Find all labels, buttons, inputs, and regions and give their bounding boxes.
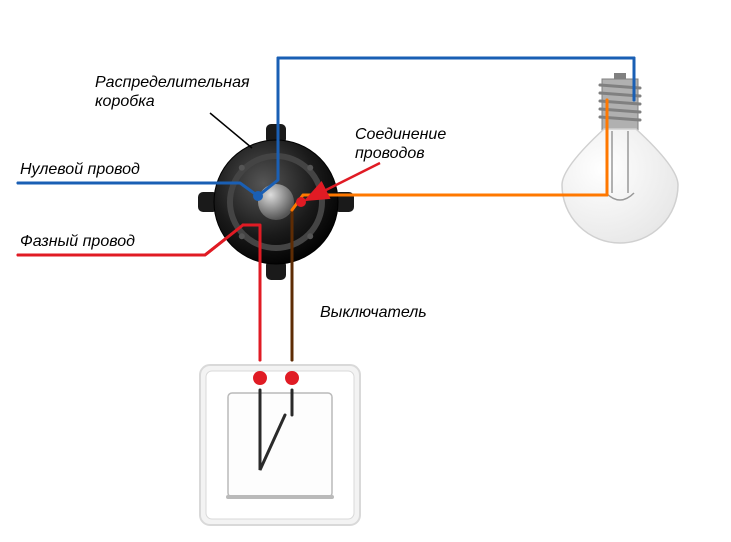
wire-junction-dot xyxy=(296,197,306,207)
junction-box xyxy=(198,124,354,280)
label-neutral-wire: Нулевой провод xyxy=(20,160,140,179)
switch-terminal xyxy=(285,371,299,385)
label-switch: Выключатель xyxy=(320,303,427,322)
wire-junction-dot xyxy=(253,191,263,201)
label-leader-line xyxy=(210,113,252,148)
label-junction-box: Распределительнаякоробка xyxy=(95,73,250,111)
switch-terminal xyxy=(253,371,267,385)
label-phase-wire: Фазный провод xyxy=(20,232,135,251)
label-wire-connection: Соединениепроводов xyxy=(355,125,446,163)
wall-switch xyxy=(200,365,360,525)
light-bulb xyxy=(562,73,678,243)
